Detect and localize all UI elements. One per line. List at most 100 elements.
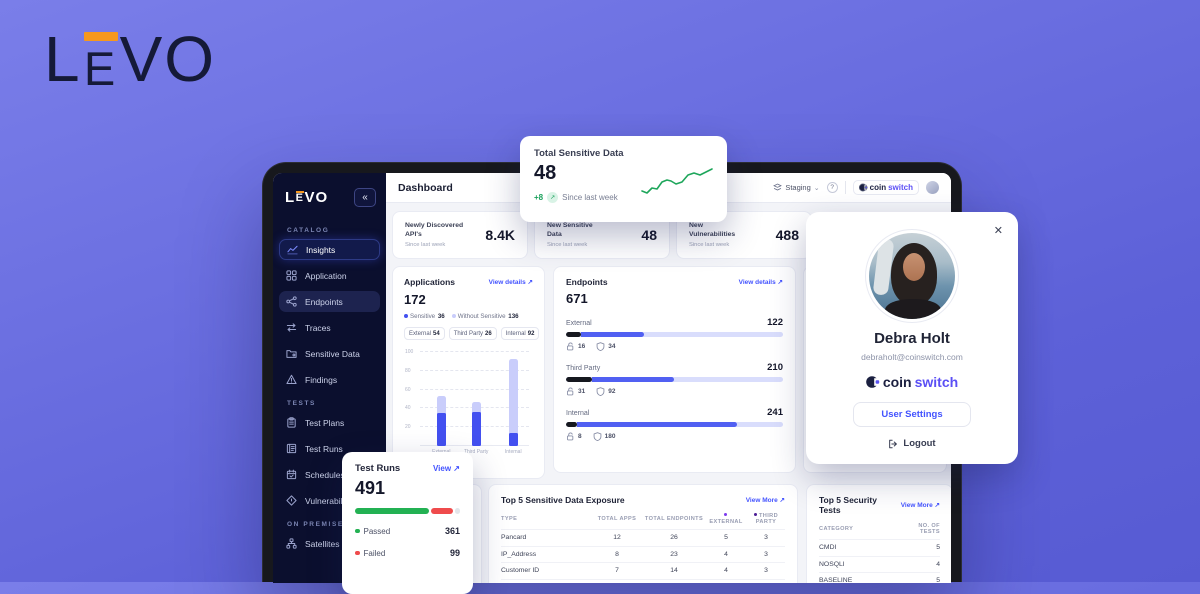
logo-e-wrap: E	[83, 31, 118, 95]
sidebar-item-test-plans[interactable]: Test Plans	[279, 412, 380, 433]
test-runs-card: Test Runs View ↗ 491 Passed 361 Failed 9…	[342, 452, 473, 594]
total-sensitive-data-card: Total Sensitive Data 48 +8 ↗ Since last …	[520, 136, 727, 222]
logout-icon	[889, 439, 898, 448]
gridline	[420, 369, 529, 371]
sidebar-item-insights[interactable]: Insights	[279, 239, 380, 260]
sidebar-item-vulnerabilities[interactable]: Vulnerabilities	[279, 490, 380, 511]
gridline	[420, 351, 529, 352]
divider	[844, 181, 846, 194]
remaining-segment	[454, 508, 460, 514]
traces-arrows-icon	[286, 323, 297, 332]
card-title: Total Sensitive Data	[534, 148, 624, 159]
sidebar-item-traces[interactable]: Traces	[279, 317, 380, 338]
help-icon[interactable]: ?	[826, 182, 838, 193]
sidebar-item-schedules[interactable]: Schedules	[279, 464, 380, 485]
stat-value: 488	[775, 227, 799, 243]
warning-triangle-icon	[286, 374, 297, 385]
view-more-link[interactable]: View More ↗	[900, 502, 940, 509]
table-row: BASELINE 5	[819, 572, 940, 583]
logout-button[interactable]: Logout	[806, 438, 1018, 449]
stacked-bar-internal: Internal	[505, 358, 522, 455]
stat-newly-discovered-apis: Newly Discovered API's Since last week 8…	[392, 211, 528, 259]
coinswitch-wordmark: coin switch	[806, 374, 1018, 390]
passed-legend-row: Passed 361	[355, 526, 460, 536]
endpoints-card: Endpoints View details ↗ 671 External 122…	[553, 266, 796, 473]
user-settings-button[interactable]: User Settings	[853, 402, 971, 427]
view-more-link[interactable]: View More ↗	[745, 497, 785, 504]
sitemap-icon	[286, 538, 297, 549]
x-axis-label: Internal	[504, 449, 522, 455]
delta-caption: Since last week	[562, 193, 618, 202]
arrow-up-right-icon: ↗	[453, 464, 460, 473]
sidebar-levo-logo: L E VO	[285, 188, 329, 206]
org-badge[interactable]: coin switch	[852, 180, 919, 195]
applications-bar-chart: 100 80 60 40 20 External Third Party Internal	[405, 349, 529, 455]
card-title: Test Runs	[355, 463, 401, 474]
logo-orange-bar	[295, 190, 304, 193]
x-axis-label: Third Party	[463, 449, 489, 455]
document-list-icon	[286, 443, 297, 454]
layers-icon	[773, 183, 783, 191]
failed-segment	[430, 508, 453, 514]
view-details-link[interactable]: View details ↗	[738, 279, 783, 286]
chip-internal: Internal 92	[500, 327, 540, 340]
levo-brand-logo: L E VO	[44, 23, 217, 95]
page-title: Dashboard	[398, 181, 453, 194]
insights-chart-icon	[287, 245, 298, 255]
environment-selector[interactable]: Staging ⌄	[773, 183, 820, 192]
sidebar-item-endpoints[interactable]: Endpoints	[279, 291, 380, 312]
view-link[interactable]: View ↗	[432, 464, 460, 473]
sidebar-item-satellites[interactable]: Satellites	[279, 533, 380, 554]
legend-dot-without-sensitive	[451, 314, 456, 318]
applications-chips: External 54 Third Party 26 Internal 92	[404, 327, 540, 340]
sidebar-item-test-runs[interactable]: Test Runs	[279, 438, 380, 459]
grid-icon	[286, 270, 297, 281]
avatar-face	[903, 253, 925, 281]
logo-orange-bar	[83, 31, 118, 41]
user-email: debraholt@coinswitch.com	[861, 352, 963, 362]
chevron-down-icon: ⌄	[813, 184, 820, 192]
shield-icon	[596, 342, 605, 351]
arrow-up-right-icon: ↗	[934, 502, 940, 509]
table-row: CMDI 5	[819, 539, 940, 556]
sidebar-item-findings[interactable]: Findings	[279, 369, 380, 390]
sensitive-segment	[436, 413, 446, 446]
card-title: Top 5 Security Tests	[819, 495, 877, 515]
failed-dot	[355, 550, 360, 556]
endpoint-row-external: External 122 16 34	[566, 317, 783, 351]
test-runs-total: 491	[355, 478, 386, 498]
logo-letter: VO	[119, 23, 217, 95]
table-row: NOSQLI 4	[819, 555, 940, 573]
share-nodes-icon	[286, 296, 297, 307]
stat-value: 8.4K	[485, 227, 515, 243]
arrow-up-right-icon: ↗	[527, 279, 533, 286]
applications-total: 172	[404, 292, 426, 307]
sidebar-item-sensitive-data[interactable]: Sensitive Data	[279, 343, 380, 364]
sidebar-collapse-button[interactable]: «	[354, 188, 376, 207]
arrow-up-right-icon: ↗	[779, 497, 785, 504]
calendar-icon	[286, 469, 297, 480]
table-row: Customer ID 7 14 4 3	[501, 562, 785, 579]
y-axis-tick: 60	[405, 386, 411, 393]
failed-legend-row: Failed 99	[355, 548, 460, 558]
sidebar-item-application[interactable]: Application	[279, 265, 380, 286]
lock-open-icon	[566, 387, 574, 396]
passed-segment	[355, 508, 429, 514]
user-avatar[interactable]	[926, 181, 939, 194]
endpoint-bar	[566, 377, 783, 382]
coinswitch-logo-icon	[866, 376, 880, 388]
view-details-link[interactable]: View details ↗	[488, 279, 533, 286]
avatar	[869, 233, 955, 319]
lock-open-icon	[566, 342, 574, 351]
logo-letter: E	[83, 41, 118, 95]
chip-external: External 54	[404, 327, 445, 340]
coinswitch-logo-icon	[858, 183, 868, 192]
endpoints-total: 671	[566, 291, 588, 306]
close-icon[interactable]: ✕	[993, 225, 1003, 237]
shield-icon	[596, 387, 605, 396]
arrow-up-right-icon: ↗	[777, 279, 783, 286]
endpoint-row-internal: Internal 241 8 180	[566, 407, 783, 441]
applications-card: Applications View details ↗ 172 Sensitiv…	[392, 266, 545, 479]
card-title: Top 5 Sensitive Data Exposure	[501, 495, 625, 505]
